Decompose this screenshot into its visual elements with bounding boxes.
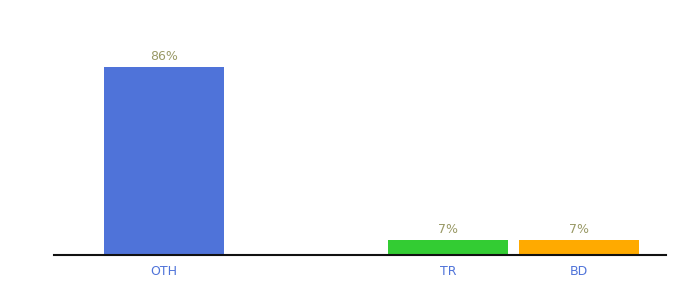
Bar xyxy=(519,240,639,255)
Bar xyxy=(388,240,508,255)
Text: 86%: 86% xyxy=(150,50,177,63)
Bar xyxy=(103,67,224,255)
Text: 7%: 7% xyxy=(438,224,458,236)
Text: 7%: 7% xyxy=(569,224,589,236)
